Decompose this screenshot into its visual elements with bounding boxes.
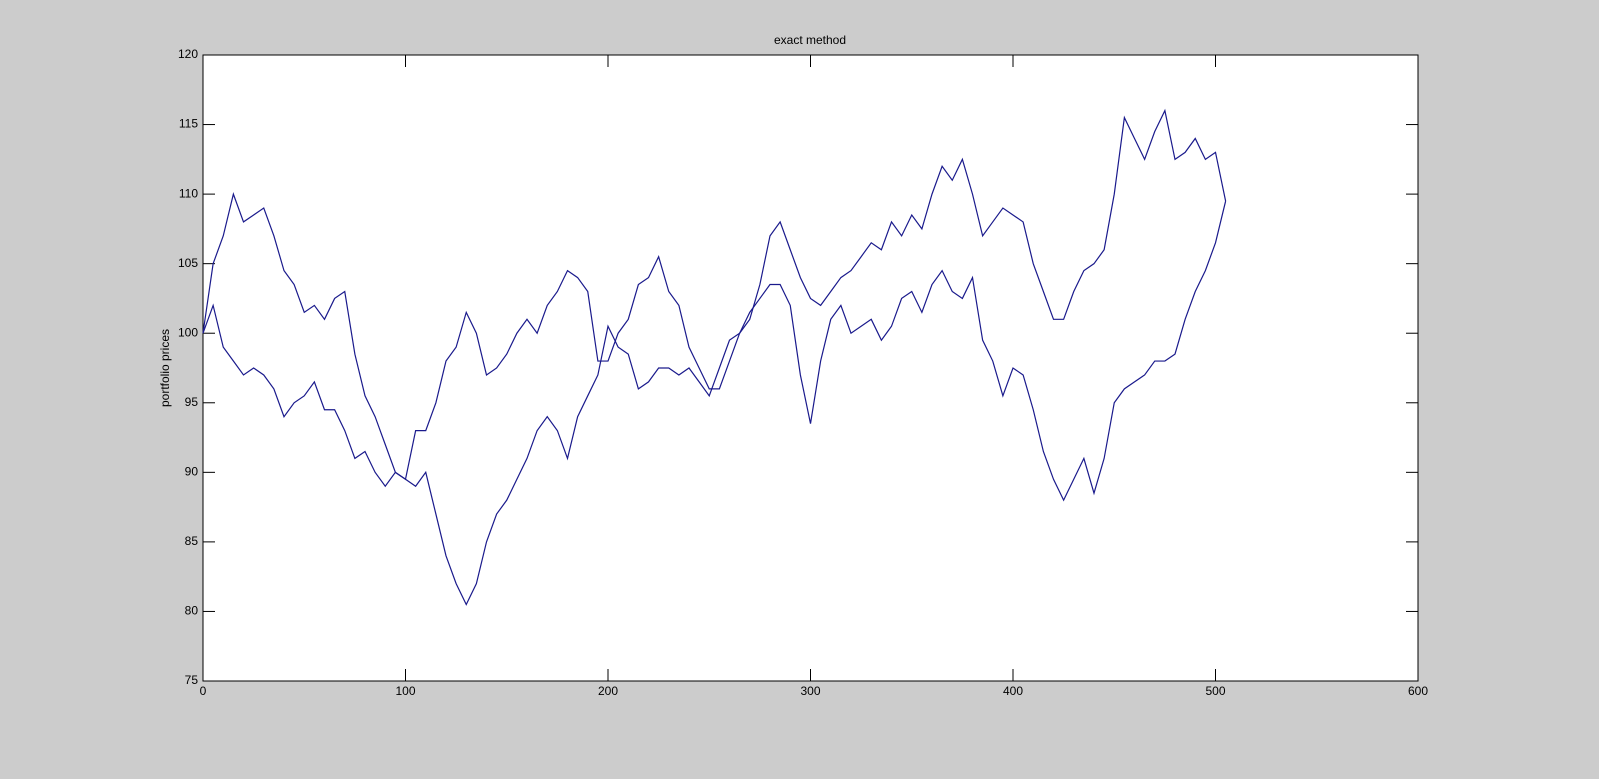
x-tick-label: 200 xyxy=(598,684,618,698)
series-line xyxy=(202,200,1227,606)
y-axis-label: portfolio prices xyxy=(158,329,172,407)
x-tick-label: 0 xyxy=(200,684,207,698)
chart-title: exact method xyxy=(774,33,846,47)
y-tick-label: 80 xyxy=(185,604,199,618)
y-tick-label: 115 xyxy=(179,117,198,131)
x-tick-label: 400 xyxy=(1003,684,1023,698)
x-tick-label: 300 xyxy=(800,684,820,698)
x-tick-label: 100 xyxy=(395,684,415,698)
y-tick-label: 95 xyxy=(185,395,199,409)
y-tick-label: 85 xyxy=(185,534,199,548)
x-tick-label: 600 xyxy=(1408,684,1428,698)
y-tick-label: 105 xyxy=(178,256,198,270)
plot-area xyxy=(202,54,1419,682)
x-tick-label: 500 xyxy=(1205,684,1225,698)
y-tick-label: 90 xyxy=(185,465,199,479)
series-line xyxy=(202,108,1227,481)
y-tick-label: 100 xyxy=(178,325,198,339)
y-tick-label: 120 xyxy=(178,47,198,61)
y-tick-label: 75 xyxy=(185,673,199,687)
y-tick-label: 110 xyxy=(179,186,198,200)
